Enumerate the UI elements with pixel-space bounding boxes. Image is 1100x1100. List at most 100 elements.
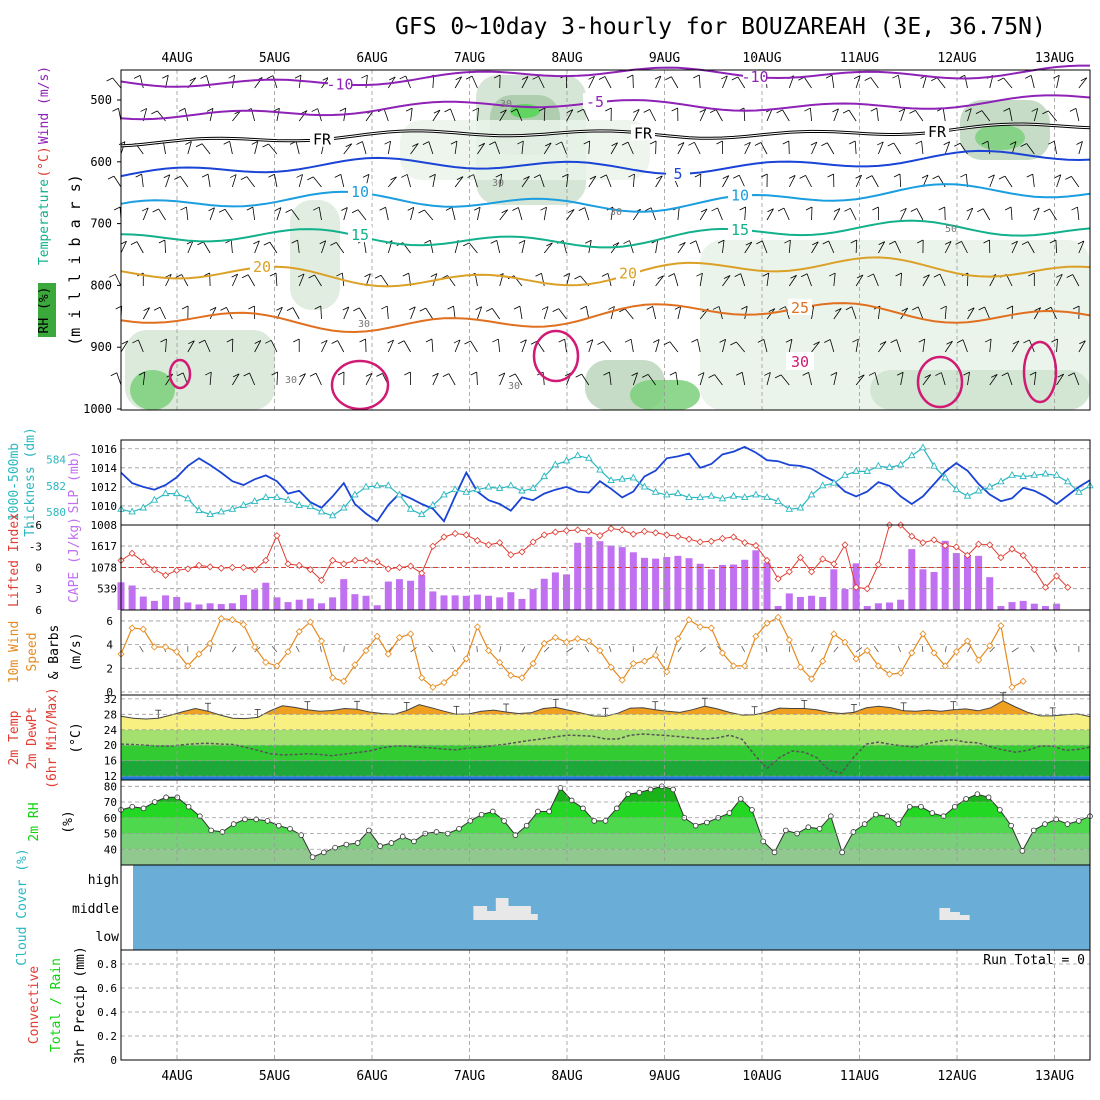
wind-barb-flag (688, 141, 695, 146)
wind10m-panel: 6 4 2 0 10m Wind Speed (m/s) & Barbs (7, 609, 1091, 699)
cape-bar (1030, 603, 1038, 610)
wind-barb-flag (1071, 206, 1078, 211)
wind-barb-flag (977, 208, 984, 213)
lifted-index-point (1053, 572, 1061, 580)
cape-bar (162, 595, 170, 610)
wind-barb (833, 308, 842, 320)
wind-barb-flag (677, 142, 685, 146)
thickness-line (120, 446, 1091, 517)
wind-barb (387, 141, 391, 155)
cloud-patch (507, 906, 522, 920)
lifted-index-point (373, 558, 381, 566)
wind-barb (1078, 240, 1085, 254)
rh-band (121, 833, 1090, 850)
wind-speed-point (407, 630, 415, 638)
lifted-index-point (730, 533, 738, 541)
wind-barb (989, 174, 995, 188)
wind-barb-flag (849, 140, 856, 145)
wind-barb (1011, 340, 1020, 353)
wind-barb-flag (422, 141, 430, 145)
wind-barb-flag (336, 272, 343, 277)
wind-barb-flag (984, 338, 992, 343)
thickness-tick: 584 (46, 454, 66, 467)
wind-speed-line (120, 616, 1024, 689)
wind-barb (722, 75, 728, 89)
wind-barb-flag (1044, 306, 1052, 311)
wind-barb-flag (176, 372, 184, 377)
wind-barb (900, 372, 904, 386)
wind-barb-10m (811, 646, 815, 653)
wind-barb (542, 372, 545, 386)
wind-barb (677, 142, 685, 155)
lifted-index-point (540, 531, 548, 539)
rh-point (343, 841, 350, 848)
lifted-index-point (874, 561, 882, 569)
wind-barb (655, 75, 662, 89)
wind-barb-flag (621, 141, 629, 146)
wind-barb-flag (397, 340, 405, 345)
wind-barb (699, 109, 707, 122)
wind-barb-10m (499, 646, 502, 653)
thickness-point (629, 473, 638, 481)
cape-bar (796, 596, 804, 610)
wind-barb-flag (868, 372, 876, 376)
wind-barb (187, 240, 194, 254)
rh2m-unit-label: (%) (61, 810, 76, 833)
wind-barb (1078, 141, 1083, 155)
cape-bar (240, 594, 248, 610)
rh-point (839, 849, 845, 856)
wind-barb-flag (246, 206, 254, 211)
contour-label-bg (348, 183, 372, 200)
wind-barb-flag (1076, 141, 1083, 145)
thickness-point (406, 504, 415, 512)
wind-barb (454, 176, 464, 188)
wind-barb (610, 306, 615, 320)
wind-barb-flag (121, 340, 129, 345)
rh-point (692, 822, 699, 829)
temp-30-contour (330, 359, 390, 411)
wind-barb (811, 306, 814, 320)
cape-bar (518, 598, 526, 610)
slp-tick: 1012 (91, 481, 118, 494)
wind-barb (343, 207, 348, 221)
wind-barb (961, 241, 968, 254)
wind-barb-10m (655, 646, 658, 653)
wind-barb-flag (895, 272, 902, 277)
temp-tick: 28 (104, 708, 117, 721)
rh-point (771, 849, 778, 856)
lifted-index-point (306, 566, 314, 574)
wind-barb-flag (646, 305, 653, 310)
wind-barb (893, 142, 901, 155)
lifted-index-point (1041, 583, 1050, 591)
temp-band (121, 760, 1090, 777)
wind-barb-flag (711, 207, 718, 212)
rh-point (895, 821, 902, 827)
cloud-axis-label: Cloud Cover (%) (15, 848, 30, 965)
wind-barb (232, 110, 241, 122)
wind-barb (1033, 307, 1041, 320)
temp-25-contour (120, 302, 1091, 334)
wind-barb-flag (893, 173, 901, 178)
wind-barb-flag (944, 241, 952, 245)
wind-barb (476, 371, 478, 386)
wind-speed-point (718, 649, 727, 657)
wind-barb (588, 76, 595, 89)
wind-barb (519, 306, 523, 320)
wind-barb-flag (833, 208, 841, 212)
wind-barb (766, 208, 774, 221)
cape-bar (986, 577, 994, 610)
wind-barb-flag (1003, 107, 1010, 112)
wind10m-axis-label: 10m Wind (7, 621, 22, 684)
wind-tick: 4 (106, 639, 113, 652)
slp-tick: 1008 (91, 519, 118, 532)
wind-barb-flag (138, 371, 146, 376)
wind-barb-flag (611, 142, 618, 147)
wind-barb (471, 75, 478, 89)
rh-point (1008, 822, 1014, 829)
wind-barb (186, 207, 189, 221)
thickness-point (250, 497, 259, 504)
rh-contour-label: 30 (492, 178, 504, 189)
lifted-index-point (941, 541, 949, 550)
wind-barb (477, 142, 486, 155)
pressure-tick: 900 (90, 340, 112, 354)
